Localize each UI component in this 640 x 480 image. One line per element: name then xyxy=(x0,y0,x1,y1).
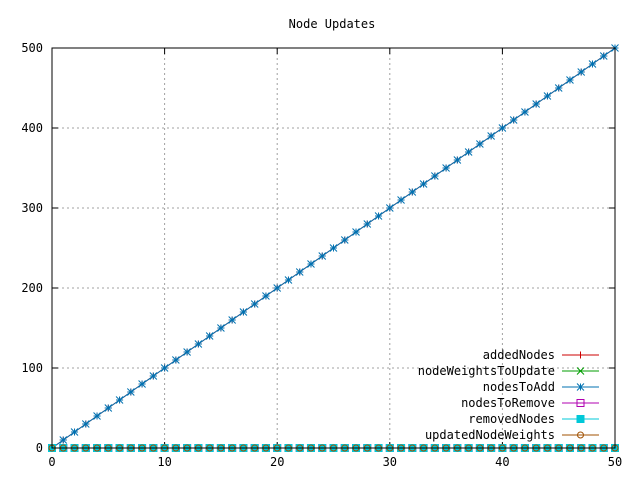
data-point xyxy=(397,196,405,204)
data-point xyxy=(532,100,541,108)
data-point xyxy=(126,388,135,396)
y-tick-label: 100 xyxy=(21,361,43,375)
data-point xyxy=(115,396,124,404)
legend-swatch-marker xyxy=(576,383,585,391)
data-point xyxy=(217,324,225,332)
data-point xyxy=(59,436,68,444)
data-point xyxy=(352,228,360,236)
data-point xyxy=(385,204,394,212)
y-tick-label: 300 xyxy=(21,201,43,215)
data-point xyxy=(543,92,552,100)
data-point xyxy=(521,108,529,116)
legend-entry: updatedNodeWeights xyxy=(425,428,599,442)
legend-label: nodesToAdd xyxy=(483,380,555,394)
data-point xyxy=(239,308,248,316)
x-tick-label: 30 xyxy=(383,455,397,469)
legend-entry: nodesToAdd xyxy=(483,380,599,394)
data-point xyxy=(430,172,439,180)
y-tick-label: 200 xyxy=(21,281,43,295)
data-point xyxy=(442,164,450,172)
data-point xyxy=(160,364,169,372)
data-point xyxy=(172,356,180,364)
data-point xyxy=(183,348,191,356)
legend-label: nodesToRemove xyxy=(461,396,555,410)
data-point xyxy=(363,220,372,228)
legend-swatch-marker xyxy=(577,431,584,439)
legend-label: updatedNodeWeights xyxy=(425,428,555,442)
data-point xyxy=(453,156,462,164)
data-point xyxy=(228,316,237,324)
data-point xyxy=(464,148,473,156)
data-point xyxy=(554,84,563,92)
legend-swatch-marker xyxy=(576,399,585,407)
data-point xyxy=(149,372,158,380)
legend: addedNodes nodeWeightsToUpdate nodesToAdd n… xyxy=(418,348,599,442)
x-tick-label: 20 xyxy=(270,455,284,469)
data-point xyxy=(498,124,507,132)
data-point xyxy=(262,292,270,300)
legend-entry: removedNodes xyxy=(468,412,599,426)
legend-entry: addedNodes xyxy=(483,348,599,362)
data-point xyxy=(318,252,327,260)
data-point xyxy=(374,212,383,220)
data-point xyxy=(93,412,101,420)
data-point xyxy=(408,188,417,196)
legend-label: addedNodes xyxy=(483,348,555,362)
data-point xyxy=(307,260,315,268)
data-point xyxy=(250,300,259,308)
data-point xyxy=(476,140,484,148)
x-tick-label: 10 xyxy=(157,455,171,469)
data-point xyxy=(81,420,90,428)
data-point xyxy=(104,404,113,412)
data-point xyxy=(487,132,495,140)
legend-entry: nodeWeightsToUpdate xyxy=(418,364,599,378)
legend-swatch-marker xyxy=(576,367,585,375)
data-point xyxy=(284,276,293,284)
legend-swatch-marker xyxy=(576,415,585,423)
data-point xyxy=(566,76,574,84)
data-point xyxy=(138,380,146,388)
x-tick-label: 40 xyxy=(495,455,509,469)
legend-entry: nodesToRemove xyxy=(461,396,599,410)
data-point xyxy=(329,244,338,252)
x-tick-label: 50 xyxy=(608,455,622,469)
data-point xyxy=(588,60,597,68)
legend-label: nodeWeightsToUpdate xyxy=(418,364,555,378)
data-point xyxy=(509,116,518,124)
y-tick-label: 400 xyxy=(21,121,43,135)
plot-border xyxy=(51,47,616,449)
x-tick-label: 0 xyxy=(48,455,55,469)
legend-swatch-marker xyxy=(577,351,584,359)
data-point xyxy=(577,68,586,76)
data-point xyxy=(340,236,349,244)
data-point xyxy=(205,332,214,340)
y-tick-label: 0 xyxy=(36,441,43,455)
data-point xyxy=(295,268,304,276)
legend-label: removedNodes xyxy=(468,412,555,426)
data-point xyxy=(194,340,203,348)
y-tick-label: 500 xyxy=(21,41,43,55)
chart-title: Node Updates xyxy=(289,17,376,31)
data-point xyxy=(599,52,608,60)
grid-lines xyxy=(52,48,615,448)
data-point xyxy=(419,180,428,188)
data-point xyxy=(273,284,282,292)
data-point xyxy=(70,428,79,436)
series-nodesToAdd xyxy=(48,44,619,452)
